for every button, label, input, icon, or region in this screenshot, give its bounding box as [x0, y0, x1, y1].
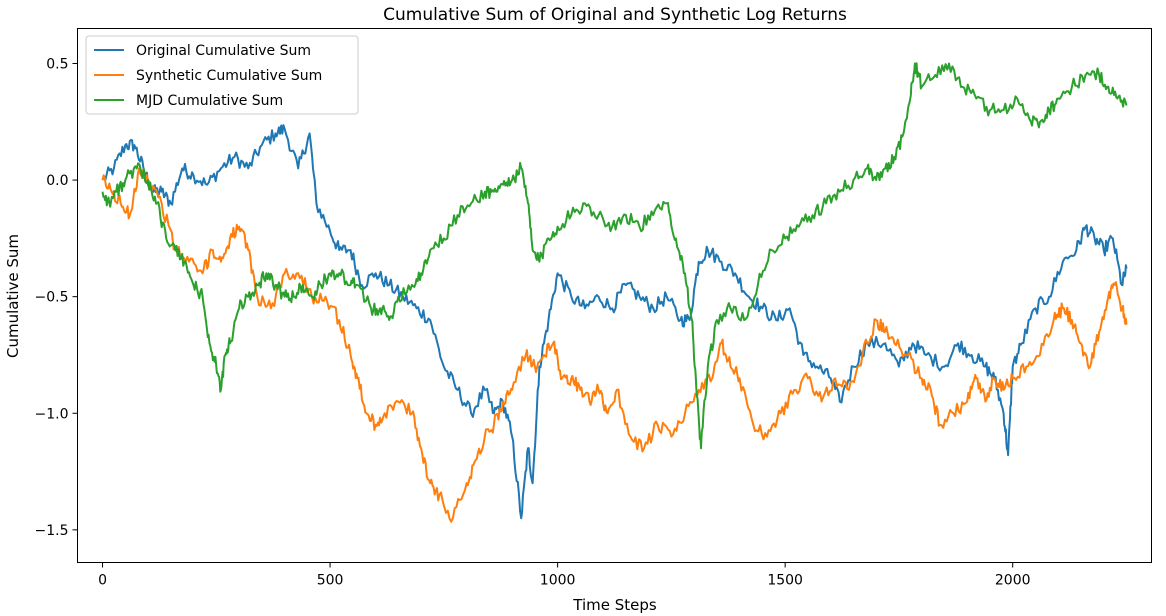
plot-frame — [77, 28, 1152, 563]
x-axis: 0 500 1000 1500 2000 — [98, 562, 1031, 589]
y-axis: −1.5 −1.0 −0.5 0.0 0.5 — [35, 56, 78, 539]
legend-label-synthetic-cumulative-sum: Synthetic Cumulative Sum — [136, 68, 322, 84]
x-tick-label: 2000 — [995, 573, 1031, 589]
y-tick-label: −1.5 — [35, 523, 69, 539]
series-line-original-cumulative-sum — [101, 124, 1128, 520]
series-line-mjd-cumulative-sum — [101, 62, 1128, 450]
legend-box — [85, 35, 359, 115]
y-axis-label: Cumulative Sum — [4, 234, 22, 358]
x-axis-label: Time Steps — [572, 596, 657, 614]
legend-label-original-cumulative-sum: Original Cumulative Sum — [136, 43, 311, 59]
legend: Original Cumulative Sum Synthetic Cumulat… — [85, 35, 359, 115]
series-lines — [101, 62, 1128, 523]
x-tick-label: 500 — [317, 573, 344, 589]
chart-title: Cumulative Sum of Original and Synthetic… — [383, 5, 847, 25]
x-tick-label: 1500 — [767, 573, 803, 589]
series-line-synthetic-cumulative-sum — [101, 167, 1128, 523]
x-tick-label: 1000 — [540, 573, 576, 589]
y-tick-label: 0.5 — [46, 56, 68, 72]
legend-label-mjd-cumulative-sum: MJD Cumulative Sum — [136, 93, 283, 109]
x-tick-label: 0 — [98, 573, 107, 589]
y-tick-label: 0.0 — [46, 173, 68, 189]
y-tick-label: −0.5 — [35, 290, 69, 306]
y-tick-label: −1.0 — [35, 406, 69, 422]
